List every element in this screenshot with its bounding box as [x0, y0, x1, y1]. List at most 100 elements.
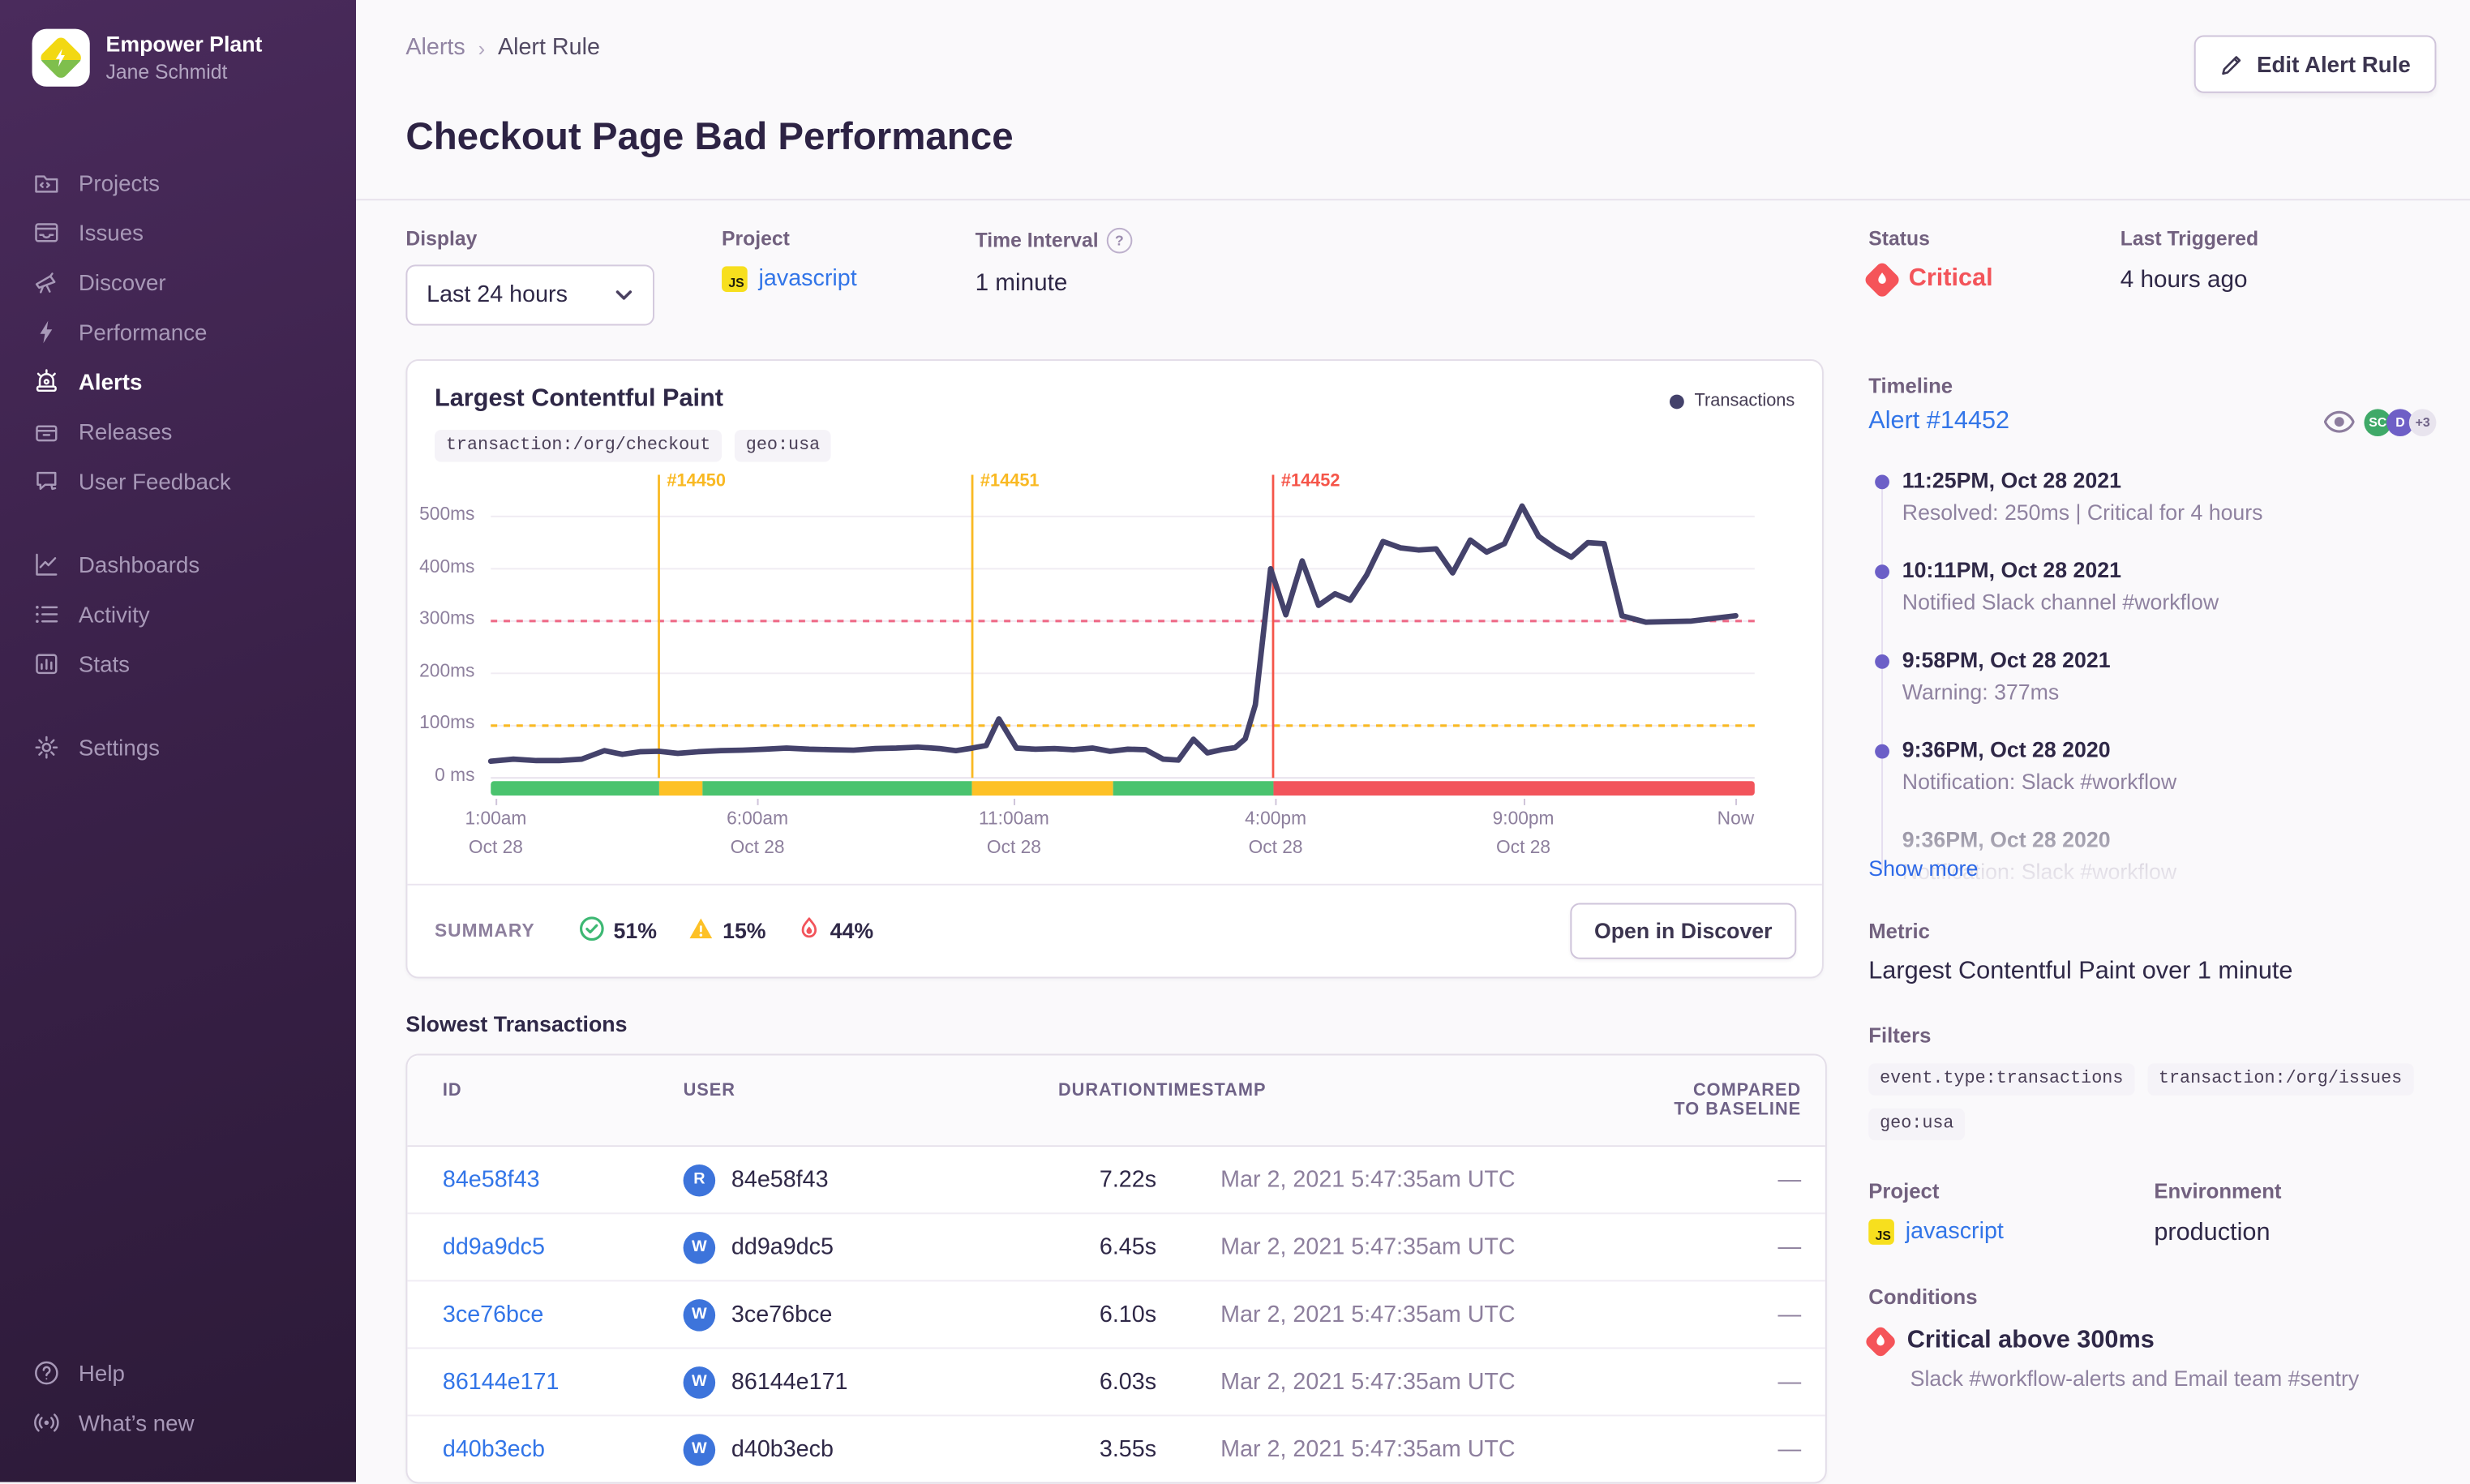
- check-icon: [578, 916, 604, 946]
- time-interval-value: 1 minute: [975, 269, 1068, 297]
- sidebar-item-issues[interactable]: Issues: [0, 207, 356, 256]
- summary-label: SUMMARY: [435, 921, 535, 941]
- baseline-cell: —: [1777, 1166, 1802, 1193]
- sidebar-item-dashboards[interactable]: Dashboards: [0, 539, 356, 589]
- timeline-entry-detail: Notification: Slack #workflow: [1902, 770, 2177, 795]
- org-switcher[interactable]: Empower Plant Jane Schmidt: [0, 0, 356, 109]
- user-name: Jane Schmidt: [105, 60, 228, 84]
- timeline-label: Timeline: [1868, 373, 1953, 398]
- project-link[interactable]: JS javascript: [722, 266, 976, 292]
- status-bar-segment: [658, 781, 704, 796]
- alert-number-link[interactable]: Alert #14452: [1868, 407, 2010, 435]
- sidebar-item-stats[interactable]: Stats: [0, 638, 356, 688]
- transaction-id-link[interactable]: 3ce76bce: [442, 1302, 544, 1327]
- filter-tag-chip: geo:usa: [1868, 1108, 1966, 1141]
- sidebar-item-label: Issues: [78, 218, 144, 245]
- sidebar-item-activity[interactable]: Activity: [0, 589, 356, 638]
- chart-filter-tags: transaction:/org/checkout geo:usa: [407, 414, 1822, 462]
- incident-line-label[interactable]: #14450: [667, 471, 727, 491]
- transaction-id-link[interactable]: dd9a9dc5: [442, 1233, 545, 1260]
- sidebar-item-performance[interactable]: Performance: [0, 307, 356, 356]
- sidebar-item-settings[interactable]: Settings: [0, 722, 356, 771]
- sidebar-item-label: What’s new: [78, 1409, 195, 1435]
- timestamp-cell: Mar 2, 2021 5:47:35am UTC: [1220, 1436, 1516, 1462]
- right-column: Status Critical Last Triggered 4 hours a…: [1863, 227, 2437, 1482]
- x-axis-tickmark: [1276, 798, 1278, 805]
- org-logo-icon: [32, 28, 90, 87]
- y-axis-tick: 400ms: [419, 557, 475, 577]
- baseline-cell: —: [1777, 1302, 1802, 1327]
- transaction-id-link[interactable]: 86144e171: [442, 1369, 560, 1395]
- warning-icon: [688, 916, 714, 946]
- help-icon: [32, 1358, 60, 1386]
- x-axis-tickmark: [1523, 798, 1525, 805]
- timestamp-cell: Mar 2, 2021 5:47:35am UTC: [1220, 1233, 1516, 1260]
- timeline-entry: 10:11PM, Oct 28 2021 Notified Slack chann…: [1875, 558, 2436, 648]
- status-label: Status: [1868, 227, 1930, 251]
- table-row: 86144e171 W 86144e171 6.03s Mar 2, 2021 5:47…: [407, 1349, 1825, 1417]
- eye-icon[interactable]: [2323, 410, 2355, 433]
- display-select[interactable]: Last 24 hours: [405, 264, 654, 326]
- user-cell: W 3ce76bce: [683, 1298, 1020, 1331]
- avatar[interactable]: +3: [2408, 408, 2437, 435]
- sidebar-item-user-feedback[interactable]: User Feedback: [0, 456, 356, 505]
- x-axis-tickmark: [757, 798, 760, 805]
- x-axis-tick: 6:00am Oct 28: [727, 809, 789, 858]
- user-cell: R 84e58f43: [683, 1163, 1020, 1196]
- sidebar-item-projects[interactable]: Projects: [0, 157, 356, 207]
- activity-icon: [32, 600, 60, 628]
- sidebar-item-help[interactable]: Help: [0, 1347, 356, 1396]
- sidebar-item-alerts[interactable]: Alerts: [0, 356, 356, 405]
- metric-value: Largest Contentful Paint over 1 minute: [1868, 957, 2293, 985]
- table-row: 3ce76bce W 3ce76bce 6.10s Mar 2, 2021 5:47:3…: [407, 1281, 1825, 1349]
- projects-icon: [32, 169, 60, 196]
- column-header-timestamp: TIMESTAMP: [1156, 1081, 1267, 1100]
- transaction-id-link[interactable]: 84e58f43: [442, 1166, 540, 1193]
- sidebar-item-discover[interactable]: Discover: [0, 256, 356, 306]
- condition-title: Critical above 300ms: [1906, 1326, 2155, 1354]
- edit-alert-rule-button[interactable]: Edit Alert Rule: [2193, 35, 2437, 93]
- open-in-discover-button[interactable]: Open in Discover: [1570, 903, 1797, 959]
- show-more-link[interactable]: Show more: [1868, 856, 1979, 881]
- project-section-link[interactable]: JS javascript: [1868, 1219, 2154, 1245]
- incident-line-label[interactable]: #14451: [980, 471, 1040, 491]
- y-axis-tick: 200ms: [419, 662, 475, 682]
- incident-line-label[interactable]: #14452: [1280, 471, 1340, 491]
- slowest-transactions-title: Slowest Transactions: [405, 1012, 628, 1036]
- transaction-id-link[interactable]: d40b3ecb: [442, 1436, 545, 1462]
- sidebar-item-what-s-new[interactable]: What’s new: [0, 1397, 356, 1447]
- chart-title: Largest Contentful Paint: [435, 384, 724, 413]
- duration-cell: 6.10s: [1099, 1302, 1157, 1327]
- fire-icon: [796, 916, 821, 946]
- timeline-entry: 11:25PM, Oct 28 2021 Resolved: 250ms | Cr…: [1875, 469, 2436, 559]
- filter-chips: event.type:transactions transaction:/org/…: [1868, 1063, 2436, 1141]
- timeline-dot-icon: [1875, 654, 1889, 669]
- environment-value: production: [2154, 1219, 2271, 1246]
- status-bar-segment: [1272, 781, 1755, 796]
- alerts-icon: [32, 367, 60, 395]
- timeline-list: 11:25PM, Oct 28 2021 Resolved: 250ms | Cr…: [1875, 469, 2436, 918]
- column-header-user: USER: [683, 1081, 735, 1100]
- sidebar-item-label: Dashboards: [78, 551, 200, 577]
- avatar: R: [683, 1163, 716, 1196]
- duration-cell: 3.55s: [1099, 1436, 1157, 1462]
- help-circle-icon[interactable]: ?: [1106, 227, 1133, 254]
- project-label: Project: [722, 227, 790, 251]
- sidebar-item-label: Activity: [78, 600, 150, 627]
- sidebar-item-releases[interactable]: Releases: [0, 405, 356, 455]
- summary-check-stat: 51%: [578, 916, 657, 946]
- breadcrumb-alert-rule: Alert Rule: [497, 35, 600, 62]
- condition-detail: Slack #workflow-alerts and Email team #s…: [1910, 1366, 2360, 1391]
- sidebar: Empower Plant Jane Schmidt Projects Issue…: [0, 0, 357, 1482]
- sidebar-item-label: Alerts: [78, 367, 143, 394]
- lcp-line-chart[interactable]: 500ms 400ms 300ms 200ms 100ms 0 ms #14450 #1445…: [407, 472, 1795, 862]
- status-bar-segment: [972, 781, 1113, 796]
- timeline-entry: 9:36PM, Oct 28 2020 Notification: Slack #…: [1875, 738, 2436, 828]
- settings-icon: [32, 733, 60, 761]
- timeline-entry-time: 9:36PM, Oct 28 2020: [1902, 737, 2111, 762]
- breadcrumb-alerts[interactable]: Alerts: [405, 35, 465, 62]
- dashboards-icon: [32, 550, 60, 577]
- sidebar-item-label: Stats: [78, 650, 131, 676]
